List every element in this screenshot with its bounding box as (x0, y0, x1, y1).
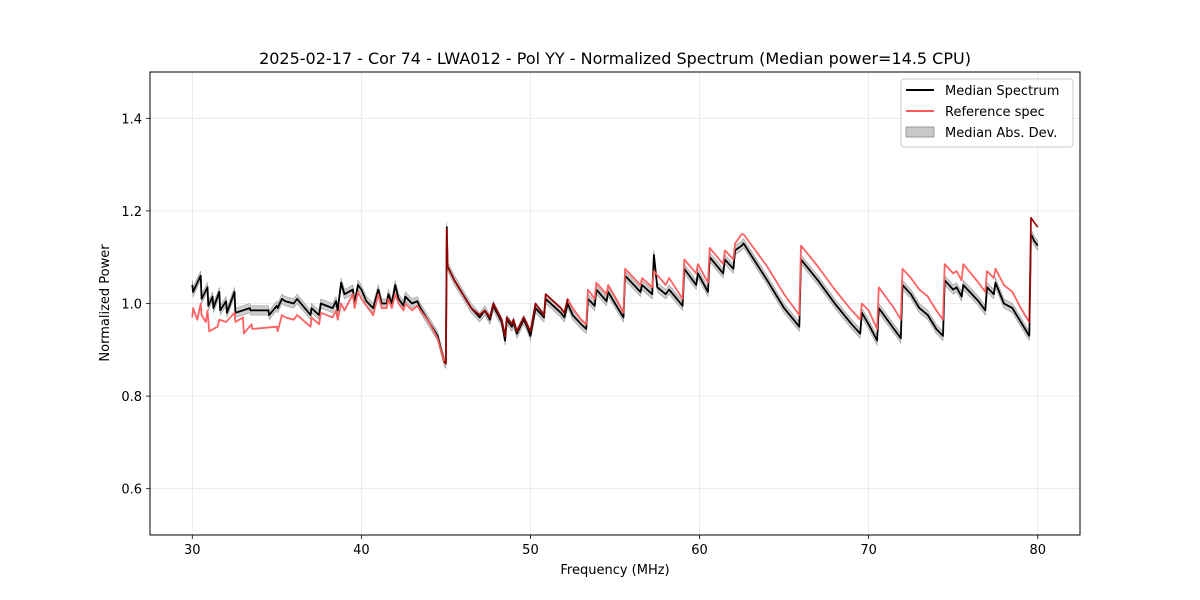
x-tick-label: 50 (522, 543, 539, 558)
overlap-segment-line (443, 228, 569, 365)
plot-area (191, 216, 1039, 370)
overlap-end-segment-line (1028, 217, 1039, 323)
y-tick-label: 1.4 (121, 112, 142, 127)
legend-mad-label: Median Abs. Dev. (945, 126, 1057, 141)
y-axis-label: Normalized Power (98, 244, 113, 362)
median-spectrum-line (191, 226, 1039, 365)
x-axis-label: Frequency (MHz) (560, 563, 669, 578)
legend-median-label: Median Spectrum (945, 84, 1059, 99)
x-tick-label: 30 (184, 543, 201, 558)
y-tick-label: 1.2 (121, 205, 142, 220)
legend-mad-swatch (905, 126, 935, 138)
y-tick-label: 0.6 (121, 483, 142, 498)
legend-reference-label: Reference spec (945, 105, 1045, 120)
legend-box (900, 78, 1074, 148)
x-tick-label: 80 (1029, 543, 1046, 558)
x-tick-label: 60 (691, 543, 708, 558)
x-tick-label: 40 (353, 543, 370, 558)
y-tick-label: 0.8 (121, 390, 142, 405)
y-tick-label: 1.0 (121, 298, 142, 313)
y-axis: 0.6 0.8 1.0 1.2 1.4 (121, 112, 150, 498)
legend: Median Spectrum Reference spec Median Ab… (900, 78, 1074, 148)
chart-title: 2025-02-17 - Cor 74 - LWA012 - Pol YY - … (259, 49, 971, 68)
x-axis: 30 40 50 60 70 80 (184, 535, 1046, 558)
x-tick-label: 70 (860, 543, 877, 558)
